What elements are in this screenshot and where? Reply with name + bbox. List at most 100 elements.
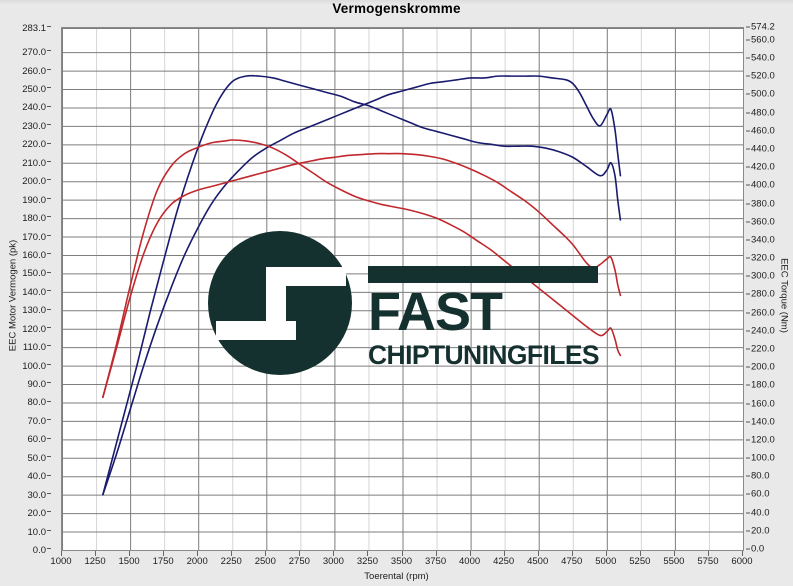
x-tick-mark — [401, 551, 403, 556]
y-tick-label-left: 170.0 — [22, 231, 46, 243]
x-tick-mark — [231, 551, 233, 556]
y-tick-mark-left — [47, 548, 51, 550]
x-tick-label: 3250 — [356, 556, 379, 567]
y-tick-mark-left — [47, 327, 51, 328]
y-tick-mark-right — [746, 348, 750, 350]
x-tick-label: 3750 — [424, 556, 447, 567]
x-tick-label: 1250 — [84, 556, 106, 567]
y-tick-mark-right — [746, 439, 750, 441]
y-tick-mark-right — [746, 330, 750, 332]
y-tick-label-right: 40.0 — [751, 507, 770, 519]
y-tick-mark-left — [47, 253, 51, 255]
y-tick-mark-left — [47, 492, 51, 494]
y-tick-mark-right — [746, 148, 750, 150]
x-tick-label: 5250 — [629, 556, 651, 567]
y-tick-label-left: 130.0 — [22, 305, 46, 317]
y-tick-mark-right — [746, 312, 750, 314]
y-tick-mark-right — [746, 493, 750, 495]
y-tick-label-right: 140.0 — [751, 416, 775, 428]
y-tick-mark-right — [746, 93, 750, 95]
y-tick-label-right: 574.2 — [751, 21, 775, 33]
x-tick-mark — [742, 551, 743, 556]
y-tick-label-left: 70.0 — [27, 415, 47, 427]
chart-title: Vermogenskromme — [332, 1, 461, 16]
y-tick-mark-left — [47, 234, 51, 236]
y-tick-label-right: 380.0 — [751, 198, 775, 210]
y-tick-label-right: 100.0 — [751, 452, 775, 464]
y-tick-label-right: 400.0 — [751, 179, 775, 191]
y-tick-mark-left — [47, 456, 51, 458]
y-tick-mark-right — [746, 184, 750, 186]
y-tick-mark-left — [47, 68, 51, 70]
y-tick-label-left: 240.0 — [22, 102, 46, 114]
plot-area: FAST CHIPTUNINGFILES — [61, 27, 744, 551]
y-tick-mark-left — [47, 382, 51, 384]
x-tick-mark — [95, 551, 97, 556]
y-tick-mark-right — [746, 421, 750, 423]
y-tick-label-right: 480.0 — [751, 107, 775, 119]
y-tick-label-left: 180.0 — [22, 213, 46, 225]
y-tick-mark-left — [47, 363, 51, 365]
y-tick-mark-right — [746, 257, 750, 259]
y-tick-mark-right — [746, 130, 750, 132]
y-tick-label-right: 320.0 — [751, 252, 775, 264]
x-tick-mark — [299, 551, 301, 556]
x-tick-label: 6000 — [731, 556, 753, 567]
y-tick-mark-left — [47, 511, 51, 513]
y-tick-label-left: 150.0 — [22, 268, 46, 280]
x-axis-title: Toerental (rpm) — [364, 571, 429, 582]
y-tick-label-right: 500.0 — [751, 88, 775, 100]
y-tick-mark-left — [47, 529, 51, 531]
y-tick-label-right: 0.0 — [751, 543, 765, 555]
y-tick-label-right: 340.0 — [751, 234, 775, 246]
y-tick-label-left: 0.0 — [32, 545, 46, 556]
y-tick-mark-right — [746, 475, 750, 477]
y-tick-mark-right — [746, 366, 750, 368]
y-axis-left-labels: 283.1 270.0 260.0 250.0 240.0 230.0 220.… — [0, 0, 55, 586]
y-tick-mark-left — [47, 87, 51, 89]
y-tick-mark-left — [47, 26, 51, 28]
y-tick-label-left: 80.0 — [27, 397, 47, 409]
y-tick-label-right: 80.0 — [751, 470, 770, 482]
y-tick-mark-right — [746, 548, 750, 550]
y-tick-mark-left — [47, 161, 51, 163]
x-tick-mark — [197, 551, 199, 556]
x-tick-label: 2500 — [254, 556, 276, 567]
y-tick-mark-right — [746, 112, 750, 114]
y-tick-label-left: 260.0 — [22, 65, 46, 77]
y-tick-mark-right — [746, 166, 750, 168]
y-tick-mark-right — [746, 530, 750, 532]
x-tick-label: 4000 — [459, 556, 481, 567]
y-tick-label-right: 200.0 — [751, 361, 775, 373]
y-tick-label-left: 20.0 — [27, 508, 47, 520]
y-tick-label-left: 210.0 — [22, 157, 46, 169]
y-tick-mark-left — [47, 419, 51, 421]
y-tick-label-left: 120.0 — [22, 323, 46, 335]
y-tick-mark-left — [47, 105, 51, 107]
y-tick-label-left: 220.0 — [22, 139, 46, 151]
y-tick-mark-right — [746, 512, 750, 514]
y-tick-label-left: 50.0 — [27, 452, 47, 464]
x-tick-mark — [367, 551, 369, 556]
x-tick-mark — [129, 551, 131, 556]
y-tick-label-right: 240.0 — [751, 325, 775, 337]
y-tick-label-left: 283.1 — [22, 23, 46, 34]
x-tick-label: 4500 — [527, 556, 549, 567]
y-tick-mark-left — [47, 216, 51, 218]
y-tick-label-left: 100.0 — [22, 360, 46, 372]
y-tick-label-right: 360.0 — [751, 216, 775, 228]
y-tick-mark-left — [47, 124, 51, 126]
x-tick-label: 5500 — [663, 556, 685, 567]
window-top-edge — [0, 0, 793, 6]
x-tick-mark — [469, 551, 471, 556]
x-tick-mark — [333, 551, 335, 556]
x-axis-ticks — [61, 551, 744, 556]
x-tick-label: 4750 — [561, 556, 583, 567]
x-tick-mark — [61, 551, 62, 556]
y-tick-label-left: 160.0 — [22, 249, 46, 261]
plot-gridlines — [62, 28, 743, 550]
x-tick-mark — [503, 551, 505, 556]
y-tick-mark-right — [746, 384, 750, 386]
x-tick-label: 5750 — [697, 556, 719, 567]
y-tick-label-left: 190.0 — [22, 194, 46, 206]
